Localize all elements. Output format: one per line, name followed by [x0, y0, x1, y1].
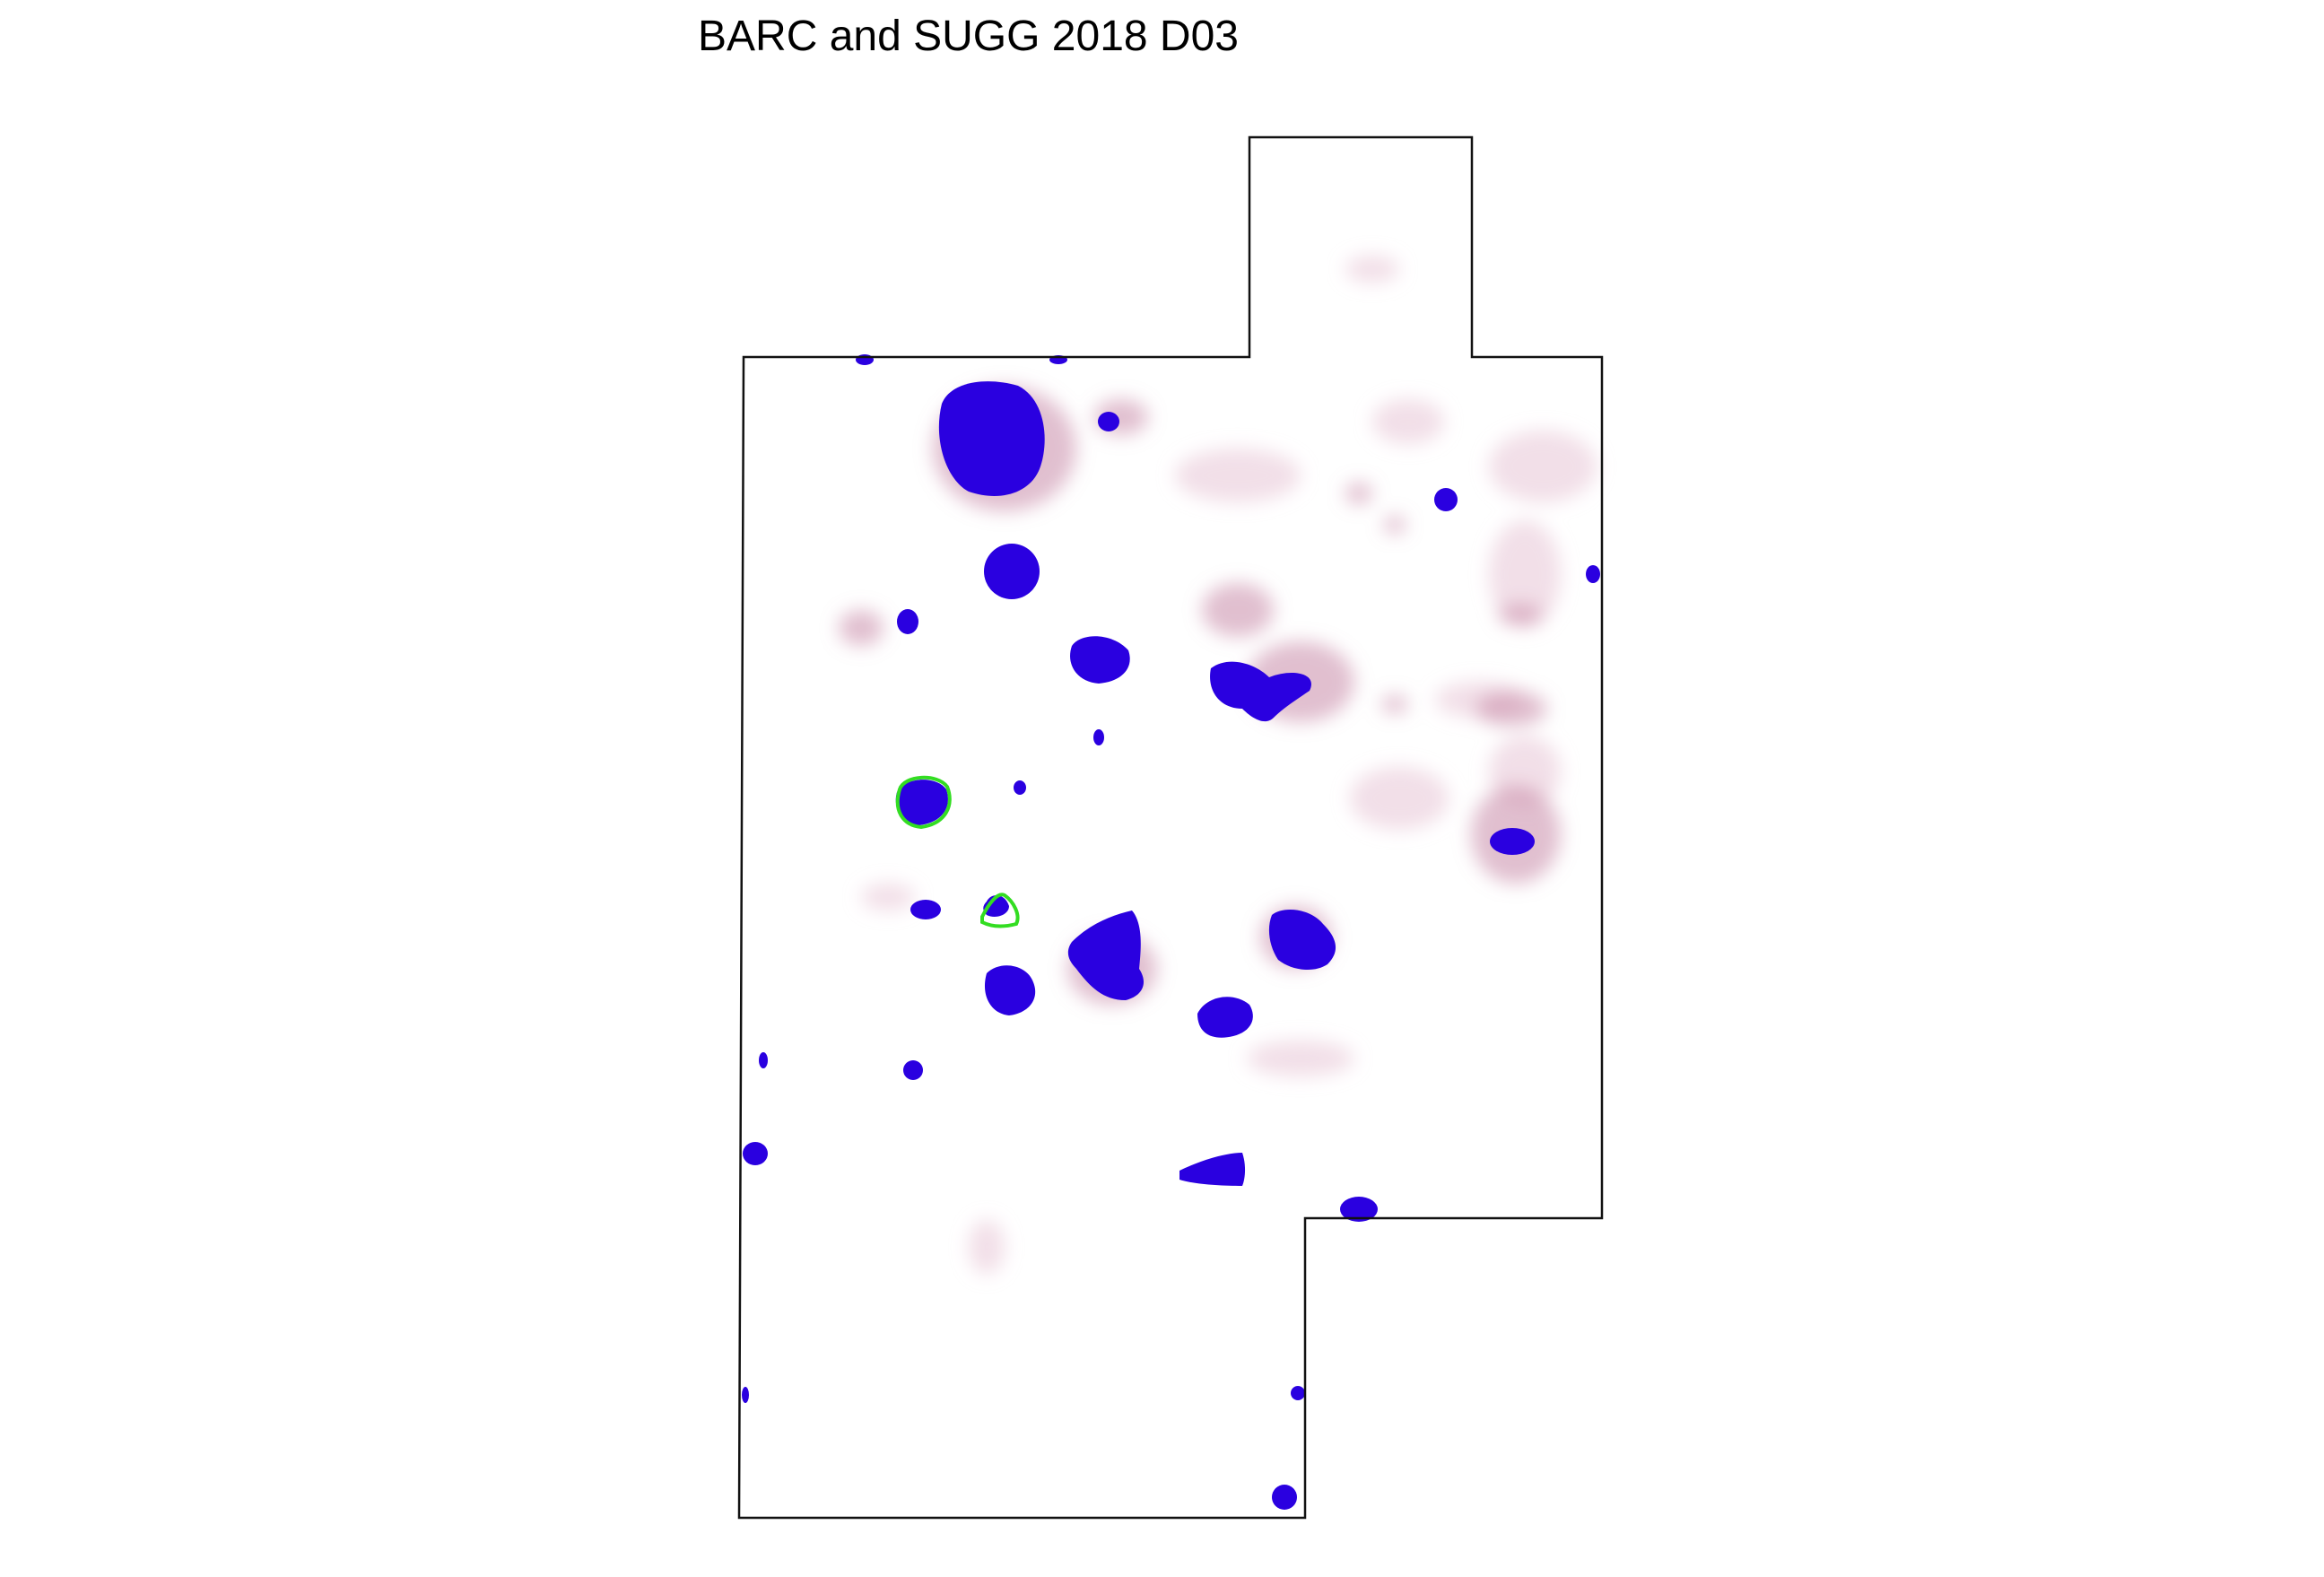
blob [1067, 910, 1144, 1000]
blob [742, 1387, 749, 1403]
blob [1586, 565, 1600, 583]
blob [1197, 997, 1253, 1038]
study-area-boundary [737, 135, 1604, 1520]
blob [938, 381, 1045, 496]
blob [1070, 636, 1130, 684]
blob-layer [742, 354, 1600, 1510]
blob [1098, 412, 1119, 431]
highlight-layer [895, 775, 1020, 928]
blob [903, 1060, 923, 1080]
blob [1268, 910, 1336, 971]
map-title: BARC and SUGG 2018 D03 [698, 13, 1239, 60]
blob [1093, 729, 1104, 745]
blob [984, 965, 1036, 1015]
blob [1490, 828, 1535, 855]
blob [1340, 1197, 1378, 1222]
blob [1210, 661, 1311, 722]
blob [1291, 1386, 1305, 1400]
blob [895, 780, 948, 825]
blob [1179, 1153, 1246, 1186]
blob [1434, 488, 1458, 511]
blob [910, 900, 941, 919]
highlight-outline [895, 775, 952, 830]
blob [984, 544, 1040, 599]
blob [897, 609, 918, 634]
highlight-outline [980, 893, 1020, 928]
blob [1272, 1485, 1297, 1510]
blob [983, 895, 1009, 917]
blob [1014, 780, 1026, 795]
blob [743, 1142, 768, 1165]
blob [759, 1052, 768, 1068]
